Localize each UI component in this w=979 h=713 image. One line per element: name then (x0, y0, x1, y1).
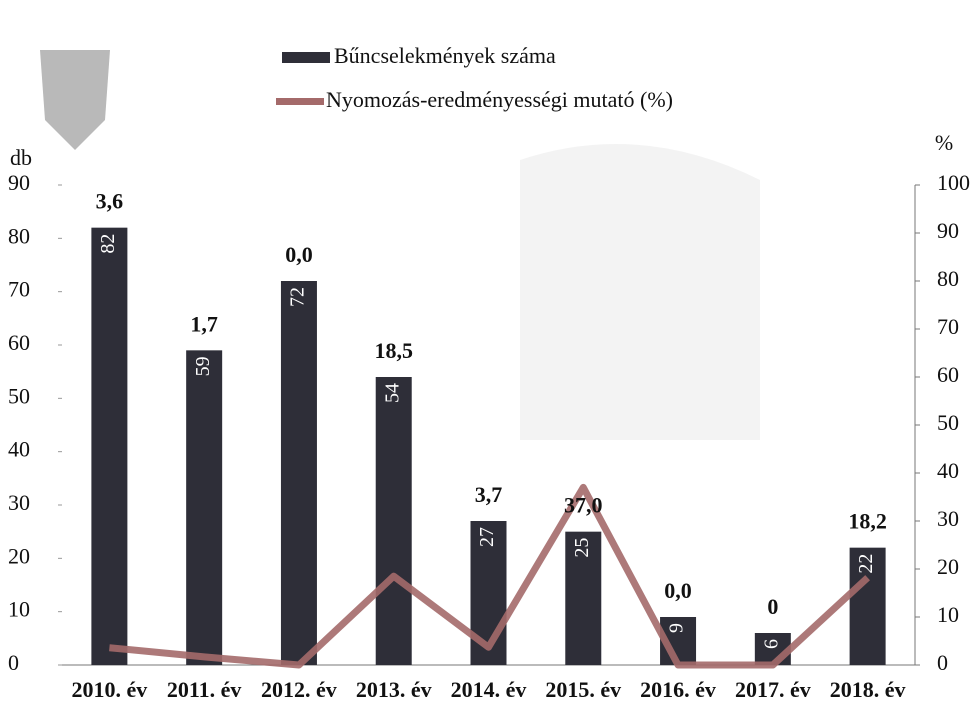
value-label: 3,6 (96, 189, 124, 214)
y-axis-title: db (10, 145, 32, 170)
bar (280, 281, 317, 665)
y2-tick-label: 10 (937, 602, 959, 627)
bar-label: 27 (476, 527, 498, 547)
y2-tick-label: 50 (937, 410, 959, 435)
bar-label: 59 (192, 356, 214, 376)
value-label: 3,7 (475, 482, 503, 507)
bar (186, 350, 223, 665)
bar (754, 633, 791, 665)
x-tick-label: 2012. év (261, 677, 337, 702)
y2-tick-label: 30 (937, 506, 959, 531)
bar-label: 82 (97, 234, 119, 254)
y2-axis-title: % (935, 130, 953, 155)
x-tick-label: 2017. év (735, 677, 811, 702)
bar-label: 22 (855, 554, 877, 574)
legend-swatch (282, 52, 330, 63)
bar-label: 9 (666, 623, 688, 633)
value-label: 18,2 (848, 509, 887, 534)
bar-label: 54 (381, 383, 403, 403)
y2-tick-label: 70 (937, 314, 959, 339)
legend-label: Nyomozás-eredményességi mutató (%) (326, 87, 673, 112)
bar (91, 227, 128, 665)
x-tick-label: 2011. év (167, 677, 242, 702)
x-tick-label: 2010. év (72, 677, 148, 702)
y2-tick-label: 20 (937, 554, 959, 579)
y-tick-label: 80 (8, 223, 30, 248)
y-tick-label: 30 (8, 490, 30, 515)
legend-label: Bűncselekmények száma (334, 43, 556, 68)
y-tick-label: 70 (8, 277, 30, 302)
x-tick-label: 2018. év (830, 677, 906, 702)
legend-swatch (276, 98, 324, 105)
value-label: 0 (767, 594, 778, 619)
value-label: 0,0 (285, 242, 313, 267)
x-tick-label: 2016. év (640, 677, 716, 702)
y2-tick-label: 100 (937, 170, 970, 195)
y2-tick-label: 0 (937, 650, 948, 675)
line (109, 483, 870, 669)
y2-tick-label: 60 (937, 362, 959, 387)
bar (375, 377, 412, 665)
y-tick-label: 90 (8, 170, 30, 195)
background-building (520, 144, 760, 440)
y2-tick-label: 40 (937, 458, 959, 483)
bar (565, 531, 602, 665)
y2-tick-label: 80 (937, 266, 959, 291)
value-label: 37,0 (564, 493, 603, 518)
y-tick-label: 40 (8, 437, 30, 462)
bar-label: 25 (571, 538, 593, 558)
bar-label: 6 (760, 639, 782, 649)
y-tick-label: 10 (8, 597, 30, 622)
y-tick-label: 20 (8, 543, 30, 568)
y2-tick-label: 90 (937, 218, 959, 243)
value-label: 18,5 (374, 338, 413, 363)
x-tick-label: 2015. év (545, 677, 621, 702)
value-label: 1,7 (190, 311, 218, 336)
y-tick-label: 50 (8, 383, 30, 408)
x-tick-label: 2014. év (451, 677, 527, 702)
bar (849, 547, 886, 665)
bar-label: 72 (287, 287, 309, 307)
y-tick-label: 0 (8, 650, 19, 675)
logo (40, 50, 110, 150)
y-tick-label: 60 (8, 330, 30, 355)
x-tick-label: 2013. év (356, 677, 432, 702)
value-label: 0,0 (664, 578, 692, 603)
